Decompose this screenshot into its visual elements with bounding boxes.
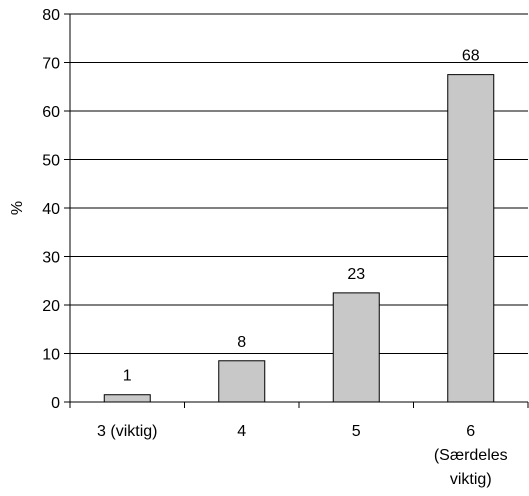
gridlines <box>70 13 528 354</box>
y-tick-label: 40 <box>42 201 60 218</box>
y-tick-label: 70 <box>42 56 60 73</box>
x-tick-label: viktig) <box>450 471 492 488</box>
x-tick-label: 5 <box>352 423 361 440</box>
x-tick-label: 3 (viktig) <box>97 423 157 440</box>
y-tick-labels: 0 10 20 30 40 50 60 70 80 <box>42 7 60 412</box>
axes <box>64 13 529 408</box>
data-labels: 1 8 23 68 <box>123 48 480 385</box>
x-tick-label: (Særdeles <box>434 447 508 464</box>
data-label: 8 <box>237 334 246 351</box>
y-tick-label: 30 <box>42 250 60 267</box>
bar <box>447 74 495 403</box>
y-tick-label: 60 <box>42 104 60 121</box>
y-tick-label: 80 <box>42 7 60 24</box>
y-tick-label: 0 <box>51 395 60 412</box>
y-tick-label: 10 <box>42 347 60 364</box>
bar <box>103 394 151 403</box>
y-tick-label: 20 <box>42 298 60 315</box>
x-tick-label: 6 <box>466 423 475 440</box>
bar <box>218 360 266 403</box>
data-label: 23 <box>347 266 365 283</box>
x-tick-label: 4 <box>237 423 246 440</box>
bars <box>103 74 495 403</box>
y-tick-label: 50 <box>42 153 60 170</box>
data-label: 68 <box>462 48 480 65</box>
x-tick-labels: 3 (viktig) 4 5 6 (Særdeles viktig) <box>97 423 508 488</box>
bar <box>332 292 380 403</box>
y-axis-label: % <box>9 201 26 215</box>
data-label: 1 <box>123 368 132 385</box>
